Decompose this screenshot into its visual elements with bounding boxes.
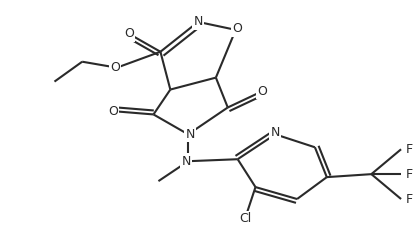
Text: N: N bbox=[270, 126, 279, 139]
Text: O: O bbox=[110, 61, 119, 74]
Text: N: N bbox=[181, 155, 190, 168]
Text: F: F bbox=[405, 143, 412, 156]
Text: O: O bbox=[108, 105, 118, 118]
Text: Cl: Cl bbox=[239, 212, 251, 225]
Text: N: N bbox=[193, 15, 202, 28]
Text: F: F bbox=[405, 168, 412, 181]
Text: F: F bbox=[405, 192, 412, 205]
Text: O: O bbox=[123, 27, 133, 40]
Text: O: O bbox=[257, 85, 267, 98]
Text: N: N bbox=[185, 128, 195, 141]
Text: O: O bbox=[232, 22, 242, 35]
